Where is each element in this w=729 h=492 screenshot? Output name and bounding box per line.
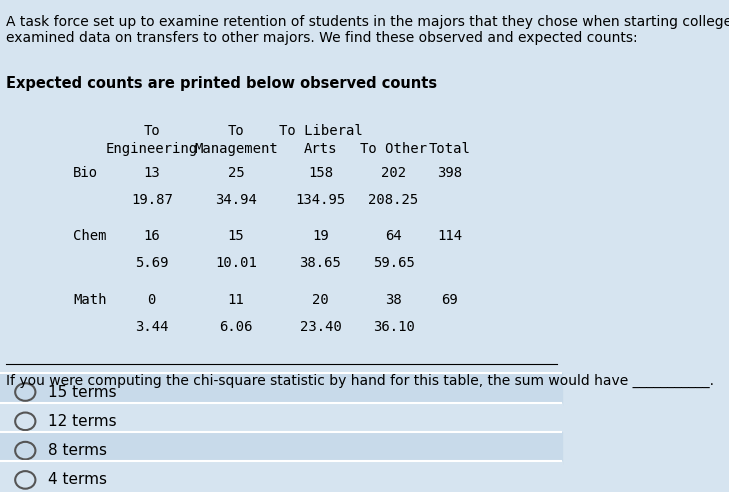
- Text: Math: Math: [73, 293, 106, 307]
- Text: 10.01: 10.01: [215, 256, 257, 270]
- Text: 8 terms: 8 terms: [48, 443, 106, 458]
- Text: 11: 11: [227, 293, 244, 307]
- Text: 59.65: 59.65: [373, 256, 415, 270]
- Text: 15: 15: [227, 229, 244, 244]
- Bar: [0, 403, 562, 434]
- Text: 19: 19: [312, 229, 329, 244]
- Bar: [0, 373, 562, 405]
- Text: 13: 13: [144, 166, 160, 180]
- Text: 15 terms: 15 terms: [48, 385, 117, 400]
- Text: 36.10: 36.10: [373, 320, 415, 334]
- Text: 16: 16: [144, 229, 160, 244]
- Text: Management: Management: [194, 142, 278, 155]
- Text: 69: 69: [441, 293, 458, 307]
- Text: 12 terms: 12 terms: [48, 414, 117, 429]
- Text: 20: 20: [312, 293, 329, 307]
- Text: If you were computing the chi-square statistic by hand for this table, the sum w: If you were computing the chi-square sta…: [6, 373, 714, 388]
- Text: 3.44: 3.44: [135, 320, 168, 334]
- Text: Engineering: Engineering: [106, 142, 198, 155]
- Text: 34.94: 34.94: [215, 193, 257, 207]
- Text: To Other: To Other: [360, 142, 427, 155]
- Text: Arts: Arts: [304, 142, 338, 155]
- Text: 6.06: 6.06: [219, 320, 253, 334]
- Text: Expected counts are printed below observed counts: Expected counts are printed below observ…: [6, 76, 437, 91]
- Text: To: To: [144, 124, 160, 138]
- Text: Chem: Chem: [73, 229, 106, 244]
- Text: To: To: [227, 124, 244, 138]
- Text: To Liberal: To Liberal: [278, 124, 362, 138]
- Text: 158: 158: [308, 166, 333, 180]
- Text: 4 terms: 4 terms: [48, 472, 106, 488]
- Text: Bio: Bio: [73, 166, 98, 180]
- Bar: [0, 432, 562, 464]
- Text: 0: 0: [147, 293, 156, 307]
- Text: 25: 25: [227, 166, 244, 180]
- Text: 38: 38: [385, 293, 402, 307]
- Text: 23.40: 23.40: [300, 320, 341, 334]
- Bar: [0, 461, 562, 492]
- Text: 19.87: 19.87: [131, 193, 173, 207]
- Text: 208.25: 208.25: [368, 193, 418, 207]
- Text: 5.69: 5.69: [135, 256, 168, 270]
- Text: 38.65: 38.65: [300, 256, 341, 270]
- Text: A task force set up to examine retention of students in the majors that they cho: A task force set up to examine retention…: [6, 15, 729, 45]
- Text: 114: 114: [437, 229, 462, 244]
- Text: 64: 64: [385, 229, 402, 244]
- Text: 398: 398: [437, 166, 462, 180]
- Text: Total: Total: [429, 142, 471, 155]
- Text: 202: 202: [381, 166, 406, 180]
- Text: 134.95: 134.95: [295, 193, 346, 207]
